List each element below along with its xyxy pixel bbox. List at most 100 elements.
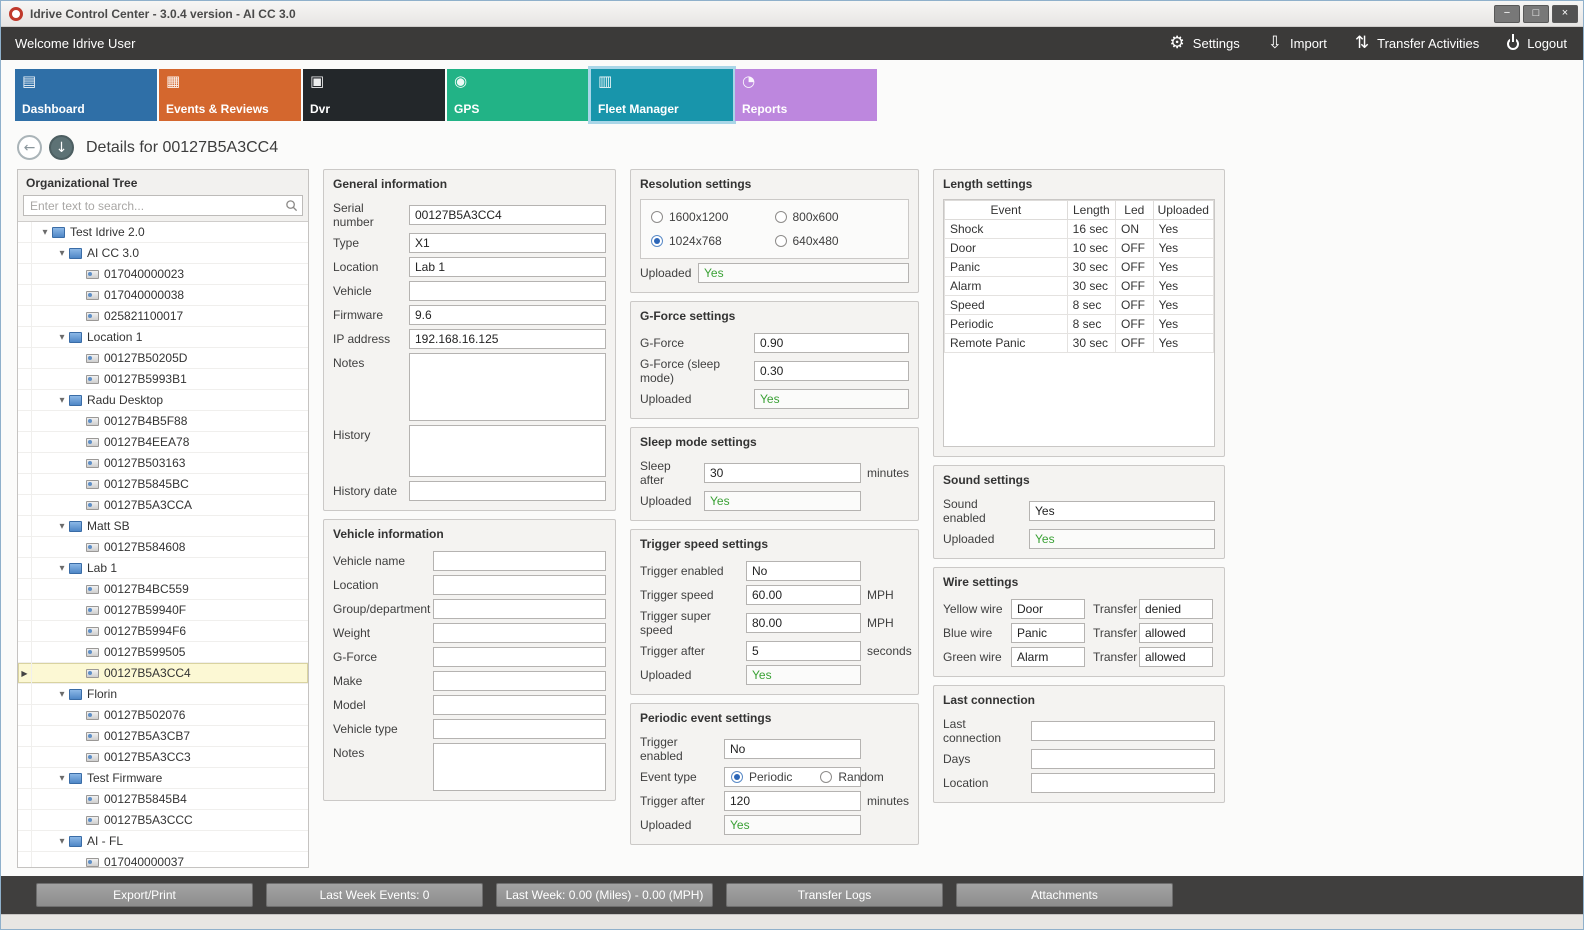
tile-dashboard[interactable]: ▤ Dashboard (15, 69, 157, 121)
serial-number-input[interactable] (409, 205, 606, 225)
tree-node-ai-cc-3-0[interactable]: ▾ AI CC 3.0 (18, 243, 308, 264)
length-row-speed[interactable]: Speed 8 sec OFF Yes (944, 295, 1214, 315)
radio-periodic[interactable]: Periodic (731, 770, 792, 784)
minimize-button[interactable]: − (1494, 4, 1520, 23)
expand-toggle-icon[interactable]: ▾ (59, 772, 65, 784)
tree-node-017040000038[interactable]: 017040000038 (18, 285, 308, 306)
footer-button-transfer-logs[interactable]: Transfer Logs (726, 883, 943, 907)
import-button[interactable]: ⇩ Import (1268, 35, 1327, 52)
expand-toggle-icon[interactable]: ▾ (42, 226, 48, 238)
trigger-enabled-input[interactable] (746, 561, 861, 581)
tree-node-00127b4b5f88[interactable]: 00127B4B5F88 (18, 411, 308, 432)
length-row-shock[interactable]: Shock 16 sec ON Yes (944, 219, 1214, 239)
tree-node-00127b5a3cc4[interactable]: ▶ 00127B5A3CC4 (18, 663, 308, 684)
notes-textarea[interactable] (433, 743, 606, 791)
tree-node-00127b503163[interactable]: 00127B503163 (18, 453, 308, 474)
maximize-button[interactable]: □ (1523, 4, 1549, 23)
settings-button[interactable]: ⚙ Settings (1170, 35, 1240, 52)
tree-node-00127b599505[interactable]: 00127B599505 (18, 642, 308, 663)
make-input[interactable] (433, 671, 606, 691)
tree-node-00127b5a3cb7[interactable]: 00127B5A3CB7 (18, 726, 308, 747)
tree-node-florin[interactable]: ▾ Florin (18, 684, 308, 705)
tree-search-input[interactable] (23, 195, 303, 216)
expand-toggle-icon[interactable]: ▾ (59, 331, 65, 343)
radio-1600x1200[interactable]: 1600x1200 (651, 210, 775, 224)
last-connection-input[interactable] (1031, 721, 1215, 741)
trigger-speed-input[interactable] (746, 585, 861, 605)
ip-address-input[interactable] (409, 329, 606, 349)
yellow-wire-input[interactable] (1011, 599, 1085, 619)
length-row-panic[interactable]: Panic 30 sec OFF Yes (944, 257, 1214, 277)
vehicle-input[interactable] (409, 281, 606, 301)
sleep-after-input[interactable] (704, 463, 861, 483)
g-force-input[interactable] (433, 647, 606, 667)
vehicle-type-input[interactable] (433, 719, 606, 739)
tree-node-00127b5994f6[interactable]: 00127B5994F6 (18, 621, 308, 642)
trigger-after-input[interactable] (746, 641, 861, 661)
location-input[interactable] (433, 575, 606, 595)
radio-random[interactable]: Random (820, 770, 884, 784)
footer-button-last-week-0-00-miles-0-00-mph[interactable]: Last Week: 0.00 (Miles) - 0.00 (MPH) (496, 883, 713, 907)
tree-node-test-firmware[interactable]: ▾ Test Firmware (18, 768, 308, 789)
expand-toggle-icon[interactable]: ▾ (59, 835, 65, 847)
notes-textarea[interactable] (409, 353, 606, 421)
trigger-enabled-input[interactable] (724, 739, 861, 759)
tree-node-lab-1[interactable]: ▾ Lab 1 (18, 558, 308, 579)
radio-640x480[interactable]: 640x480 (774, 234, 899, 248)
green-wire-transfer-input[interactable] (1139, 647, 1213, 667)
expand-toggle-icon[interactable]: ▾ (59, 520, 65, 532)
collapse-button[interactable]: ↓ (49, 135, 74, 160)
tile-dvr[interactable]: ▣ Dvr (303, 69, 445, 121)
expand-toggle-icon[interactable]: ▾ (59, 688, 65, 700)
tree-node-017040000037[interactable]: 017040000037 (18, 852, 308, 867)
green-wire-input[interactable] (1011, 647, 1085, 667)
length-row-periodic[interactable]: Periodic 8 sec OFF Yes (944, 314, 1214, 334)
location-input[interactable] (1031, 773, 1215, 793)
back-button[interactable]: ← (17, 135, 42, 160)
footer-button-last-week-events-0[interactable]: Last Week Events: 0 (266, 883, 483, 907)
history-textarea[interactable] (409, 425, 606, 477)
logout-button[interactable]: Logout (1507, 36, 1567, 51)
blue-wire-input[interactable] (1011, 623, 1085, 643)
model-input[interactable] (433, 695, 606, 715)
firmware-input[interactable] (409, 305, 606, 325)
type-input[interactable] (409, 233, 606, 253)
tree-node-00127b4bc559[interactable]: 00127B4BC559 (18, 579, 308, 600)
radio-1024x768[interactable]: 1024x768 (651, 234, 775, 248)
tree-node-matt-sb[interactable]: ▾ Matt SB (18, 516, 308, 537)
g-force-input[interactable] (754, 333, 909, 353)
length-row-door[interactable]: Door 10 sec OFF Yes (944, 238, 1214, 258)
tile-reports[interactable]: ◔ Reports (735, 69, 877, 121)
footer-button-export-print[interactable]: Export/Print (36, 883, 253, 907)
footer-button-attachments[interactable]: Attachments (956, 883, 1173, 907)
tree-node-00127b5845bc[interactable]: 00127B5845BC (18, 474, 308, 495)
tree-node-ai-fl[interactable]: ▾ AI - FL (18, 831, 308, 852)
tree-node-00127b5a3cc3[interactable]: 00127B5A3CC3 (18, 747, 308, 768)
g-force-sleep-mode-input[interactable] (754, 361, 909, 381)
radio-800x600[interactable]: 800x600 (774, 210, 899, 224)
tree-node-00127b5845b4[interactable]: 00127B5845B4 (18, 789, 308, 810)
close-button[interactable]: × (1552, 4, 1578, 23)
tree-node-00127b4eea78[interactable]: 00127B4EEA78 (18, 432, 308, 453)
transfer-activities-button[interactable]: ⇅ Transfer Activities (1355, 35, 1479, 52)
days-input[interactable] (1031, 749, 1215, 769)
tree-node-025821100017[interactable]: 025821100017 (18, 306, 308, 327)
tile-gps[interactable]: ◉ GPS (447, 69, 589, 121)
tile-events-reviews[interactable]: ▦ Events & Reviews (159, 69, 301, 121)
trigger-super-speed-input[interactable] (746, 613, 861, 633)
blue-wire-transfer-input[interactable] (1139, 623, 1213, 643)
tree-node-test-idrive-2-0[interactable]: ▾ Test Idrive 2.0 (18, 222, 308, 243)
tree-node-location-1[interactable]: ▾ Location 1 (18, 327, 308, 348)
group-department-input[interactable] (433, 599, 606, 619)
tile-fleet-manager[interactable]: ▥ Fleet Manager (591, 69, 733, 121)
expand-toggle-icon[interactable]: ▾ (59, 562, 65, 574)
tree-node-00127b584608[interactable]: 00127B584608 (18, 537, 308, 558)
history-date-input[interactable] (409, 481, 606, 501)
expand-toggle-icon[interactable]: ▾ (59, 247, 65, 259)
tree-node-017040000023[interactable]: 017040000023 (18, 264, 308, 285)
length-row-alarm[interactable]: Alarm 30 sec OFF Yes (944, 276, 1214, 296)
tree-node-00127b50205d[interactable]: 00127B50205D (18, 348, 308, 369)
length-row-remote-panic[interactable]: Remote Panic 30 sec OFF Yes (944, 333, 1214, 353)
vehicle-name-input[interactable] (433, 551, 606, 571)
tree-node-00127b59940f[interactable]: 00127B59940F (18, 600, 308, 621)
